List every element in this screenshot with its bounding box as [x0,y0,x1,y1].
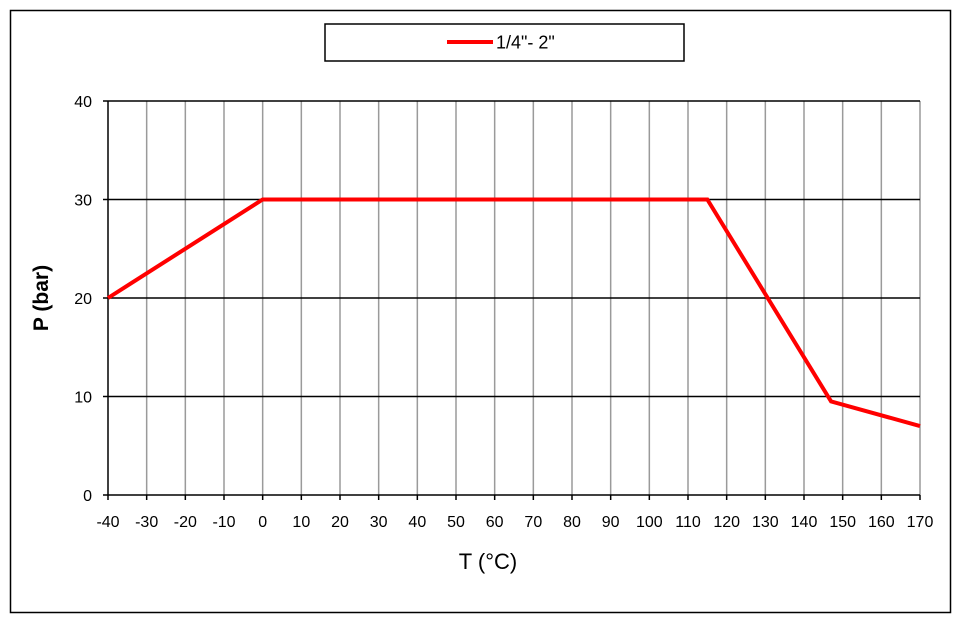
x-tick-label: 140 [791,514,818,531]
x-tick-label: 100 [636,514,663,531]
y-tick-label: 0 [83,488,92,505]
x-tick-label: 0 [258,514,267,531]
x-tick-label: 70 [524,514,542,531]
tick-labels: -40 -30 -20 -10 0 10 20 30 40 50 60 70 80 90 100 110 120… [74,94,933,531]
x-tick-label: 60 [486,514,504,531]
x-tick-label: 50 [447,514,465,531]
x-axis-title: T (°C) [459,549,518,574]
x-tick-label: 130 [752,514,779,531]
legend-label: 1/4"- 2" [496,33,555,53]
legend: 1/4"- 2" [324,23,685,62]
data-series [106,197,921,428]
chart-outer-border [9,9,952,614]
y-tick-label: 30 [74,193,92,210]
legend-box [324,23,685,62]
x-tick-label: 90 [602,514,620,531]
x-tick-label: 160 [868,514,895,531]
grid-lines [108,100,921,495]
y-tick-label: 20 [74,291,92,308]
x-tick-label: -10 [212,514,235,531]
x-tick-label: 170 [907,514,934,531]
x-tick-label: 150 [829,514,856,531]
x-tick-label: 30 [370,514,388,531]
x-tick-label: -40 [96,514,119,531]
y-tick-label: 10 [74,390,92,407]
x-tick-label: 80 [563,514,581,531]
x-tick-label: 110 [675,514,701,531]
x-tick-label: -30 [135,514,158,531]
x-tick-label: 10 [292,514,310,531]
y-axis-title: P (bar) [30,265,53,331]
x-tick-label: 20 [331,514,349,531]
x-tick-label: -20 [174,514,197,531]
x-tick-label: 120 [713,514,740,531]
x-tick-label: 40 [408,514,426,531]
series-line [106,197,921,428]
y-tick-label: 40 [74,94,92,111]
